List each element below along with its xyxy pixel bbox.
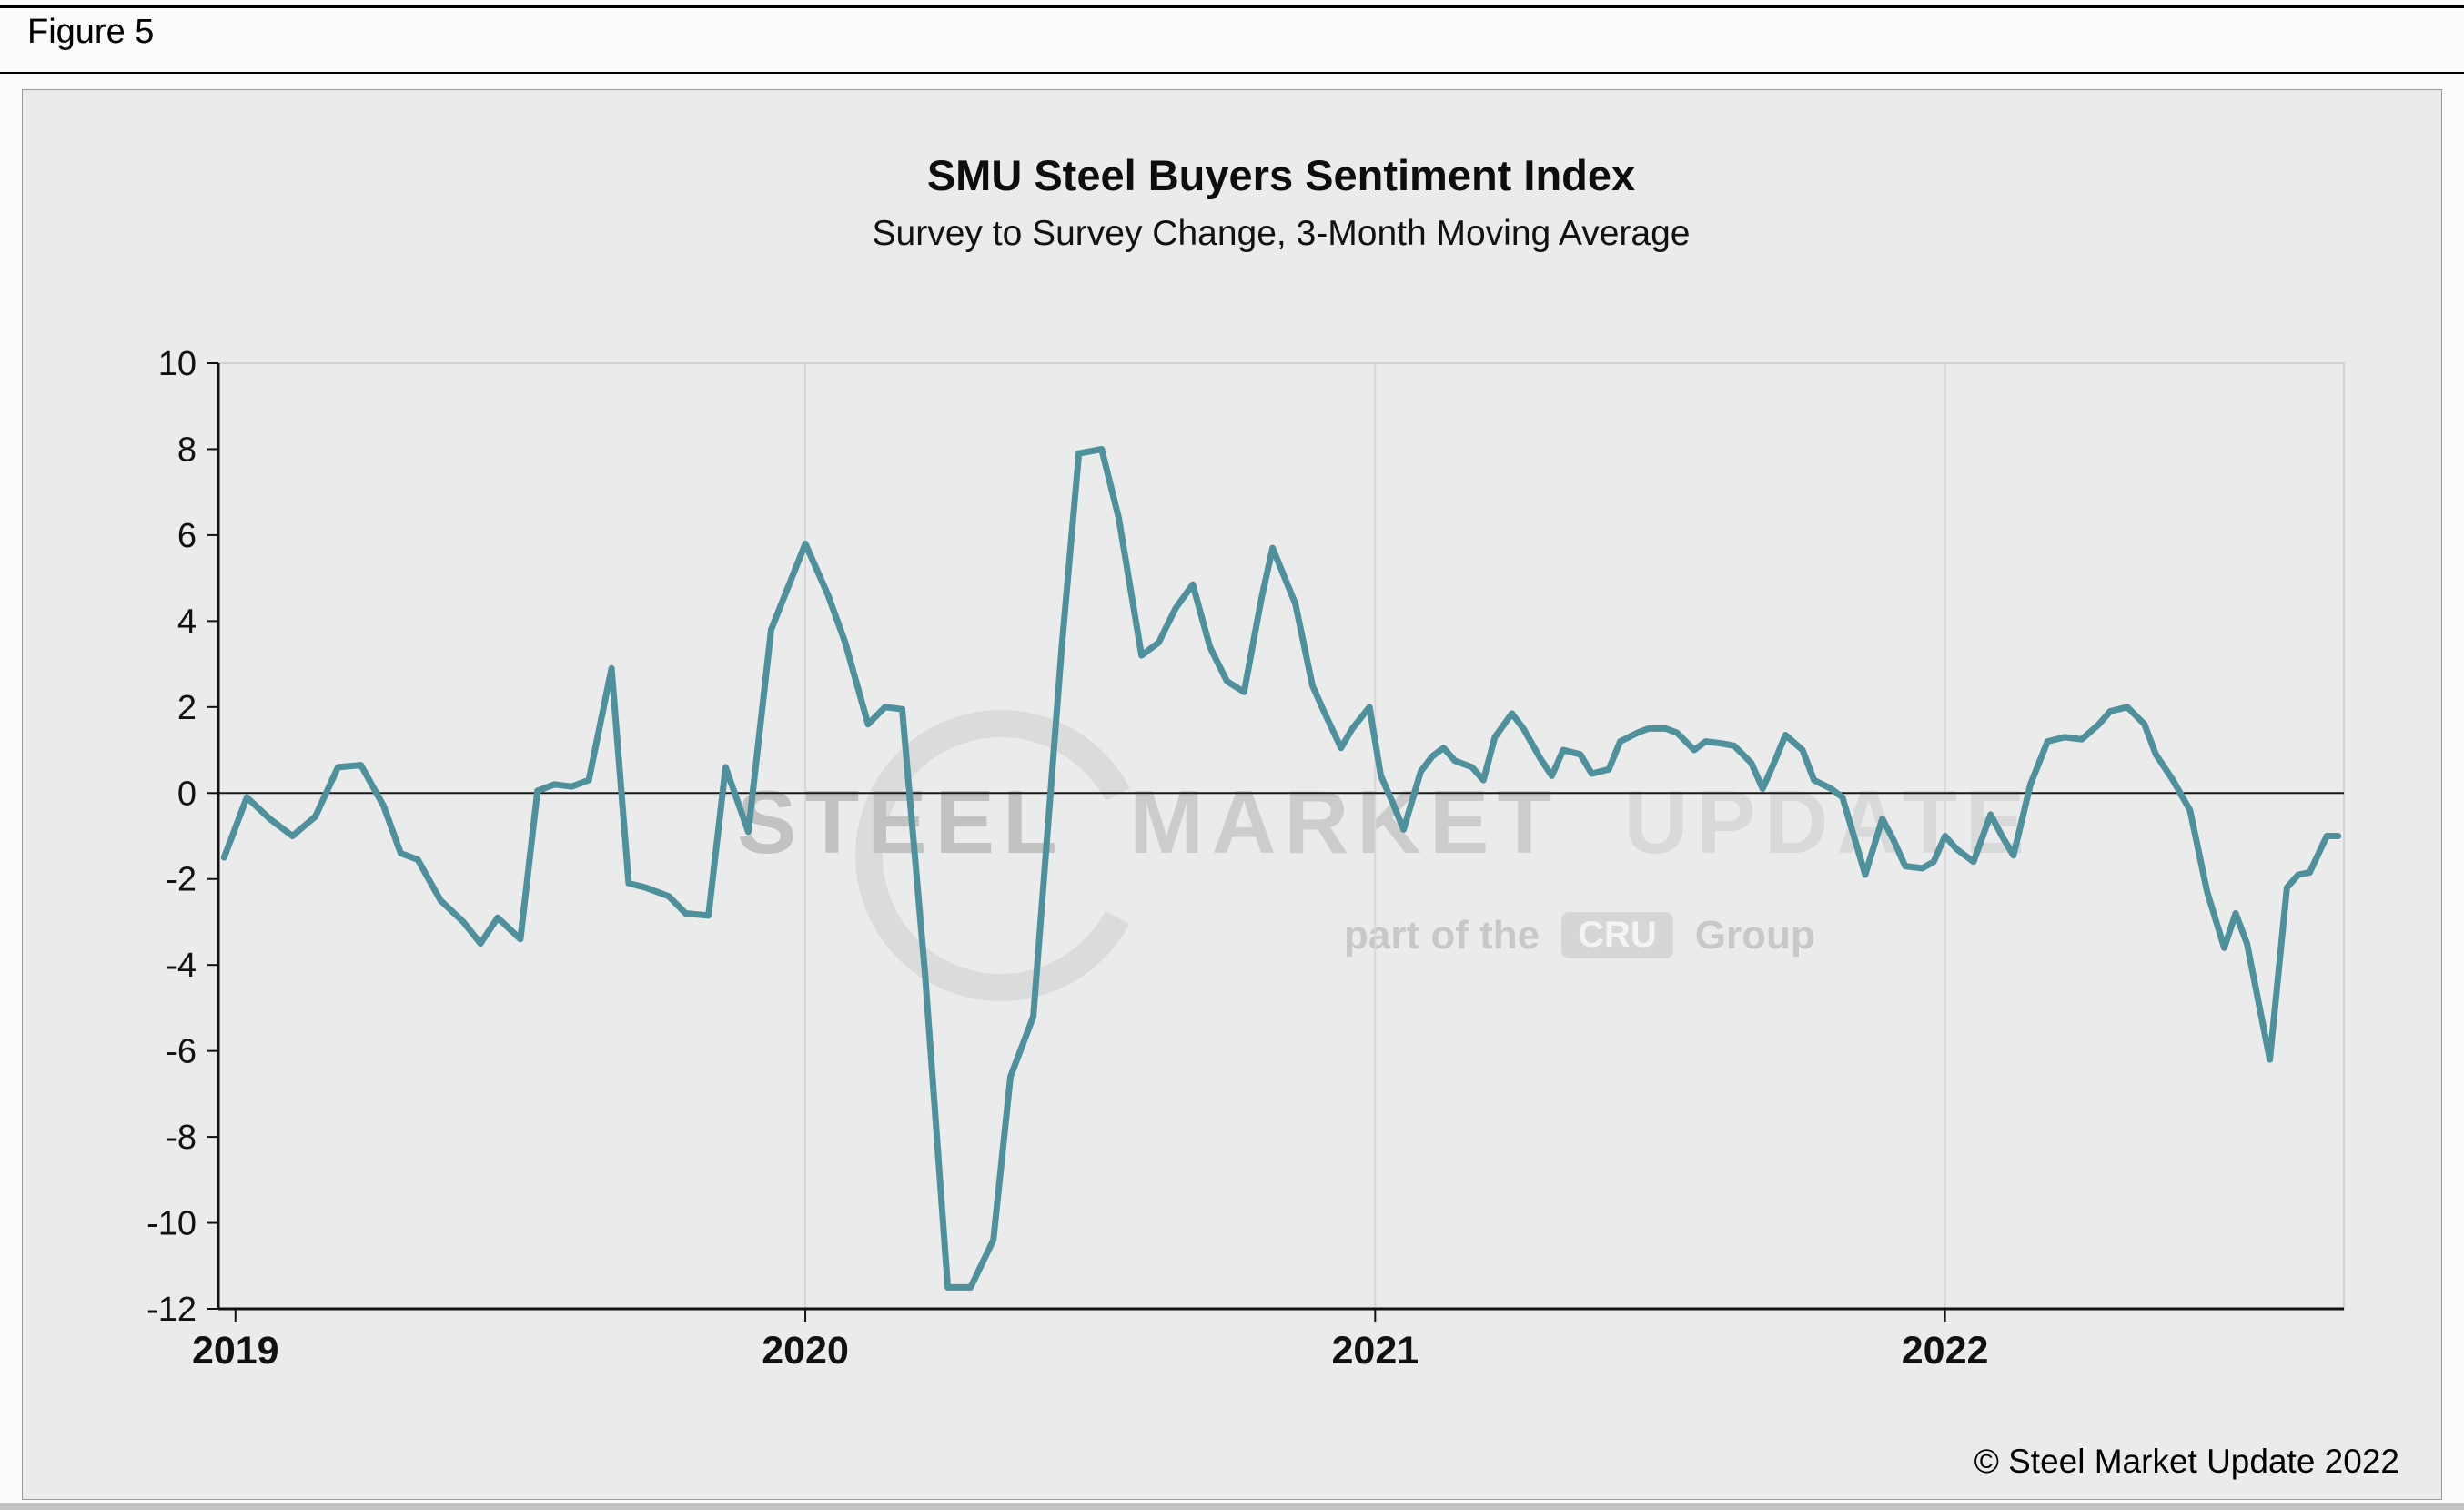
watermark: STEEL MARKET UPDATE part of the CRU Grou… — [23, 90, 2441, 1499]
svg-text:-4: -4 — [166, 947, 197, 985]
top-border — [0, 5, 2464, 8]
watermark-subline: part of the CRU Group — [1344, 912, 1815, 958]
chart-subtitle: Survey to Survey Change, 3-Month Moving … — [872, 214, 1691, 253]
svg-text:-10: -10 — [146, 1205, 197, 1243]
svg-text:0: 0 — [177, 775, 197, 813]
svg-text:10: 10 — [158, 345, 197, 383]
watermark-part-of-the: part of the — [1344, 912, 1540, 958]
svg-text:2020: 2020 — [762, 1329, 849, 1373]
chart-panel: STEEL MARKET UPDATE part of the CRU Grou… — [22, 89, 2442, 1500]
svg-text:6: 6 — [177, 517, 197, 555]
copyright-text: © Steel Market Update 2022 — [1974, 1443, 2399, 1480]
figure-rule — [0, 72, 2464, 74]
bottom-edge-strip — [0, 1503, 2464, 1510]
figure-label: Figure 5 — [27, 13, 155, 51]
svg-text:2: 2 — [177, 689, 197, 727]
svg-text:2019: 2019 — [192, 1329, 279, 1373]
watermark-word-steel: STEEL — [737, 772, 1065, 872]
svg-text:-8: -8 — [166, 1119, 197, 1157]
svg-text:-2: -2 — [166, 861, 197, 899]
svg-text:-12: -12 — [146, 1291, 197, 1329]
svg-text:8: 8 — [177, 431, 197, 469]
cru-logo-badge: CRU — [1561, 912, 1673, 958]
svg-text:2021: 2021 — [1331, 1329, 1419, 1373]
svg-text:2022: 2022 — [1902, 1329, 1989, 1373]
watermark-word-market: MARKET — [1129, 772, 1560, 872]
chart-title: SMU Steel Buyers Sentiment Index — [926, 151, 1636, 199]
svg-text:4: 4 — [177, 603, 197, 641]
watermark-group: Group — [1694, 912, 1815, 958]
svg-text:-6: -6 — [166, 1033, 197, 1071]
